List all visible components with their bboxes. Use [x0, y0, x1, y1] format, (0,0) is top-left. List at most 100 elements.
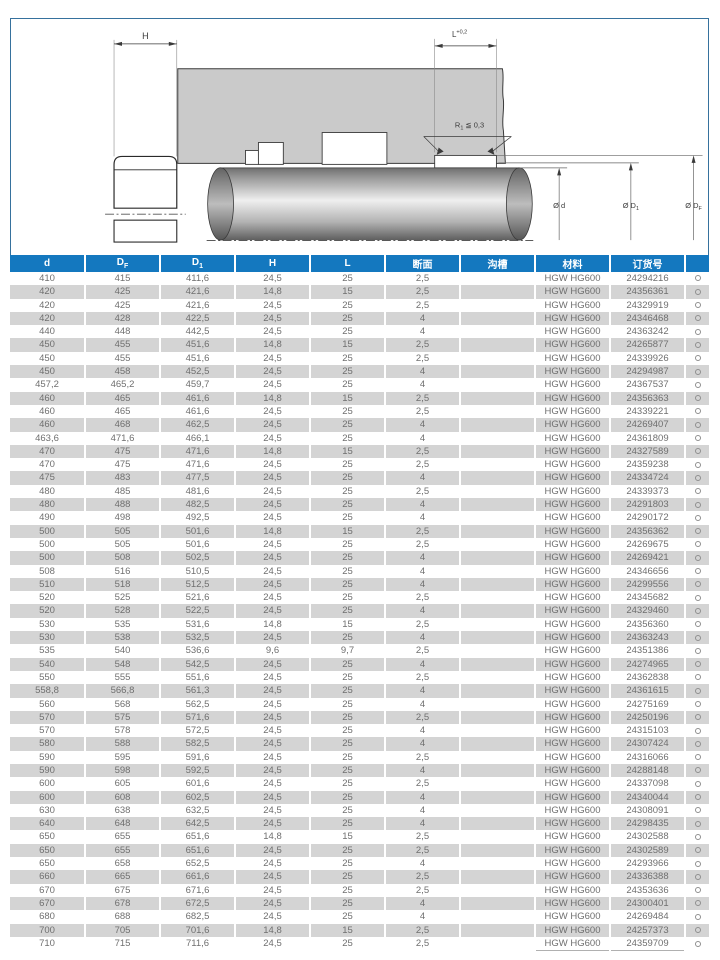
cell-section: 4: [385, 311, 461, 326]
table-row: 480 485 481,6 24,5 25 2,5 HGW HG600 24339373: [10, 484, 709, 499]
availability-circle-icon: [694, 833, 701, 840]
cell-h: 24,5: [235, 910, 311, 924]
cell-section: 2,5: [385, 644, 461, 658]
cell-d1: 651,6: [160, 830, 236, 844]
cell-availability: [685, 405, 709, 418]
cell-d: 450: [10, 365, 86, 379]
cell-order-no: 24302588: [610, 830, 686, 844]
cell-order-no: 24307424: [610, 737, 686, 751]
cell-groove: [460, 896, 536, 911]
cell-d1: 502,5: [160, 551, 236, 565]
cell-l: 15: [310, 391, 386, 405]
cell-availability: [685, 312, 709, 325]
cell-order-no: 24356360: [610, 617, 686, 632]
cell-section: 4: [385, 511, 461, 525]
cell-section: 2,5: [385, 351, 461, 366]
cell-d1: 582,5: [160, 737, 236, 751]
cell-d: 460: [10, 404, 86, 419]
cell-h: 24,5: [235, 817, 311, 831]
cell-l: 15: [310, 923, 386, 937]
availability-circle-icon: [694, 568, 701, 575]
cell-d: 463,6: [10, 431, 86, 445]
cell-availability: [685, 737, 709, 750]
cell-d1: 571,6: [160, 710, 236, 725]
cell-l: 25: [310, 351, 386, 366]
table-row: 457,2 465,2 459,7 24,5 25 4 HGW HG600 24367537: [10, 378, 709, 392]
cell-h: 24,5: [235, 351, 311, 366]
cell-order-no: 24269675: [610, 537, 686, 552]
cell-df: 475: [85, 444, 161, 459]
cell-h: 14,8: [235, 338, 311, 352]
availability-circle-icon: [694, 860, 701, 867]
cell-h: 24,5: [235, 577, 311, 592]
cell-order-no: 24257373: [610, 923, 686, 937]
table-row: 660 665 661,6 24,5 25 2,5 HGW HG600 24336388: [10, 870, 709, 884]
cell-section: 2,5: [385, 830, 461, 844]
cell-df: 535: [85, 617, 161, 632]
seal-profile: [113, 155, 178, 209]
cell-df: 508: [85, 551, 161, 565]
cell-order-no: 24356361: [610, 285, 686, 299]
h-dimension-label: H: [142, 31, 148, 41]
cell-d: 470: [10, 458, 86, 472]
spec-table: d DF D1 H L 断面 沟槽 材料 订货号 410 415 411,6 24,5…: [10, 255, 709, 952]
availability-circle-icon: [694, 528, 701, 535]
cell-h: 14,8: [235, 285, 311, 299]
shaft-right-end: [505, 167, 533, 241]
cell-df: 483: [85, 471, 161, 485]
cell-order-no: 24302589: [610, 843, 686, 858]
cell-d: 450: [10, 338, 86, 352]
availability-circle-icon: [694, 488, 701, 495]
cell-d: 660: [10, 870, 86, 884]
cell-availability: [685, 538, 709, 551]
table-row: 640 648 642,5 24,5 25 4 HGW HG600 24298435: [10, 817, 709, 831]
cell-d1: 652,5: [160, 857, 236, 871]
cell-material: HGW HG600: [535, 684, 611, 698]
cell-order-no: 24274965: [610, 657, 686, 671]
cell-material: HGW HG600: [535, 272, 611, 286]
open-groove: [434, 154, 497, 169]
cell-d1: 466,1: [160, 431, 236, 445]
cell-order-no: 24363243: [610, 631, 686, 645]
availability-circle-icon: [694, 594, 701, 601]
cell-material: HGW HG600: [535, 391, 611, 405]
cell-material: HGW HG600: [535, 537, 611, 552]
cell-l: 25: [310, 551, 386, 565]
cell-material: HGW HG600: [535, 498, 611, 512]
cell-section: 2,5: [385, 404, 461, 419]
table-row: 570 578 572,5 24,5 25 4 HGW HG600 24315103: [10, 724, 709, 738]
cell-d1: 592,5: [160, 763, 236, 778]
cell-df: 455: [85, 338, 161, 352]
dia-d-label: Ø d: [553, 201, 565, 210]
availability-circle-icon: [694, 661, 701, 668]
cell-d1: 572,5: [160, 724, 236, 738]
availability-circle-icon: [694, 501, 701, 508]
cell-df: 415: [85, 272, 161, 286]
cell-d: 570: [10, 724, 86, 738]
cell-availability: [685, 618, 709, 631]
table-row: 570 575 571,6 24,5 25 2,5 HGW HG600 24250196: [10, 710, 709, 725]
cell-h: 24,5: [235, 697, 311, 711]
cell-df: 505: [85, 537, 161, 552]
cell-d: 600: [10, 790, 86, 804]
cell-order-no: 24351386: [610, 644, 686, 658]
cell-availability: [685, 338, 709, 351]
availability-circle-icon: [694, 621, 701, 628]
cell-material: HGW HG600: [535, 365, 611, 379]
cell-h: 24,5: [235, 710, 311, 725]
cell-section: 4: [385, 857, 461, 871]
cell-section: 2,5: [385, 923, 461, 937]
cell-h: 14,8: [235, 444, 311, 459]
cell-d: 600: [10, 777, 86, 791]
cell-h: 14,8: [235, 923, 311, 937]
cell-df: 458: [85, 365, 161, 379]
cell-order-no: 24339221: [610, 404, 686, 419]
availability-circle-icon: [694, 328, 701, 335]
cell-h: 24,5: [235, 471, 311, 485]
cell-df: 428: [85, 311, 161, 326]
cell-groove: [460, 391, 536, 405]
cell-d1: 451,6: [160, 351, 236, 366]
cell-order-no: 24291803: [610, 498, 686, 512]
cell-section: 4: [385, 737, 461, 751]
table-row: 460 465 461,6 14,8 15 2,5 HGW HG600 24356363: [10, 391, 709, 405]
